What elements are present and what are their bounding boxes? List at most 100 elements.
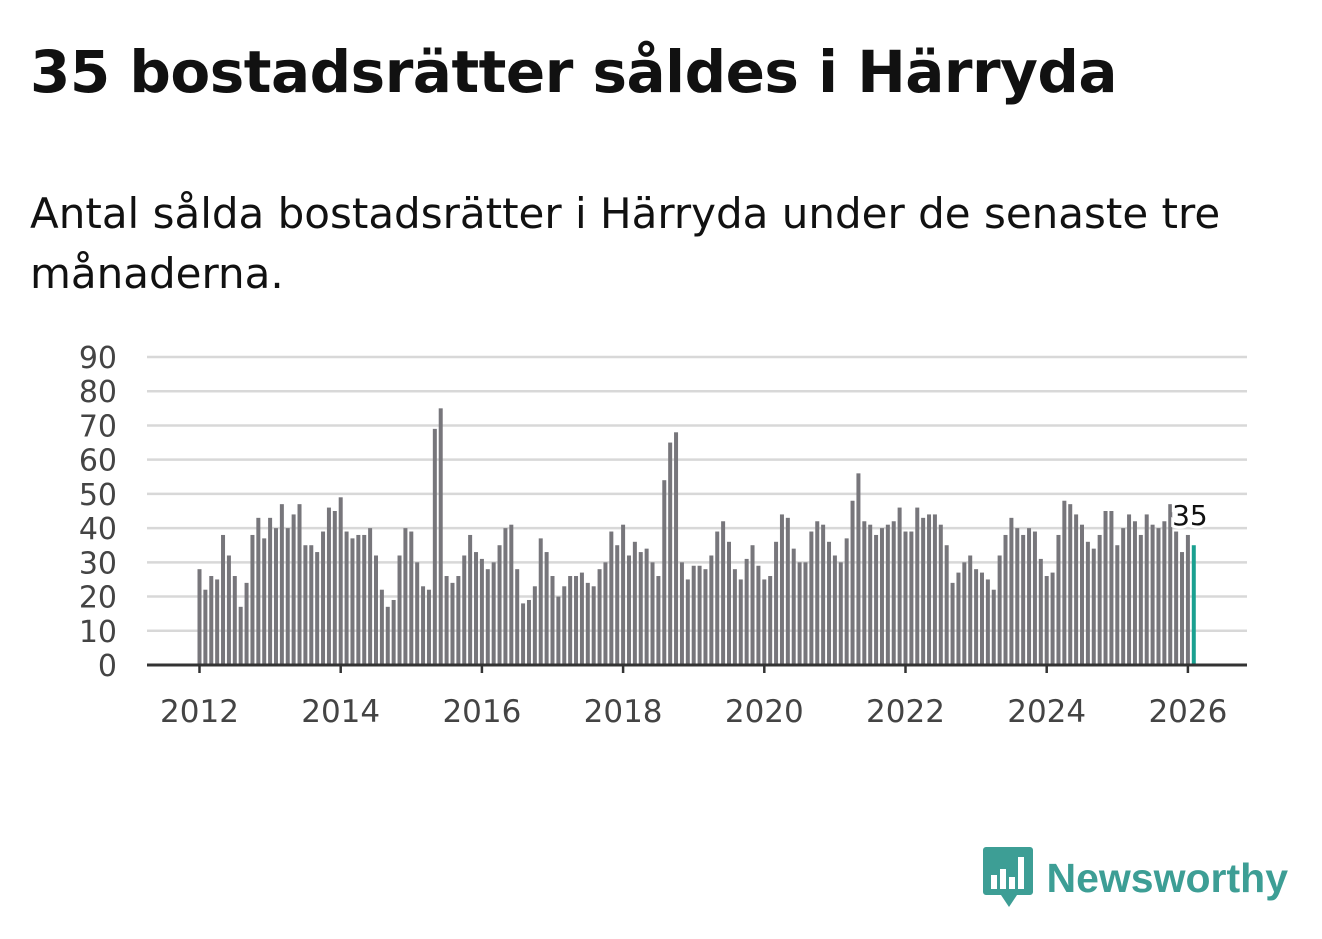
bar	[603, 562, 608, 665]
bar	[1103, 511, 1108, 665]
bar	[521, 603, 526, 665]
bar	[362, 534, 367, 665]
bar	[338, 497, 343, 665]
bar	[856, 473, 861, 665]
bar	[709, 555, 714, 665]
bar	[821, 524, 826, 665]
bar	[797, 562, 802, 665]
bar	[444, 576, 449, 665]
bar	[609, 531, 614, 665]
y-tick-label: 50	[79, 478, 117, 513]
bar	[1150, 524, 1155, 665]
bar	[685, 579, 690, 665]
bar	[779, 514, 784, 665]
bar	[1021, 534, 1026, 665]
bar	[291, 514, 296, 665]
bar	[403, 528, 408, 665]
bar	[885, 524, 890, 665]
bar	[538, 538, 543, 665]
bar	[950, 582, 955, 665]
bar	[674, 432, 679, 665]
bar	[262, 538, 267, 665]
bar	[1056, 534, 1061, 665]
bar	[874, 534, 879, 665]
bar	[1044, 576, 1049, 665]
bar	[415, 562, 420, 665]
bar	[515, 569, 520, 665]
bar	[574, 576, 579, 665]
bar	[691, 565, 696, 665]
bar	[597, 569, 602, 665]
bar	[1032, 531, 1037, 665]
bar	[879, 528, 884, 665]
bar	[909, 531, 914, 665]
bar	[979, 572, 984, 665]
bar	[897, 507, 902, 665]
bar	[432, 428, 437, 665]
bar	[273, 528, 278, 665]
bar	[862, 521, 867, 665]
bar	[679, 562, 684, 665]
bar	[268, 517, 273, 665]
bar	[750, 545, 755, 665]
bar	[1097, 534, 1102, 665]
brand-logo: Newsworthy	[982, 846, 1289, 910]
bar	[1127, 514, 1132, 665]
bar	[962, 562, 967, 665]
bar	[1074, 514, 1079, 665]
x-tick-label: 2020	[725, 694, 804, 730]
bar	[809, 531, 814, 665]
bar	[309, 545, 314, 665]
bar	[315, 552, 320, 665]
bar	[850, 500, 855, 665]
x-axis: 2012 2014 2016 2018 2020 2022 2024 2026	[160, 665, 1227, 730]
x-tick-label: 2026	[1148, 694, 1227, 730]
bar	[497, 545, 502, 665]
bar	[803, 562, 808, 665]
bar	[568, 576, 573, 665]
bar	[221, 534, 226, 665]
bar	[544, 552, 549, 665]
bar	[997, 555, 1002, 665]
bar	[350, 538, 355, 665]
bar	[462, 555, 467, 665]
bar	[715, 531, 720, 665]
bar	[744, 558, 749, 665]
bar	[891, 521, 896, 665]
bar	[285, 528, 290, 665]
bar	[373, 555, 379, 665]
bar	[391, 599, 396, 665]
bar	[1038, 558, 1043, 665]
bar	[1009, 517, 1014, 665]
bar	[532, 586, 537, 665]
bar	[591, 586, 596, 665]
bar	[232, 576, 237, 665]
chart-subtitle: Antal sålda bostadsrätter i Härryda unde…	[30, 189, 1221, 298]
bar	[615, 545, 620, 665]
bar	[726, 541, 732, 665]
bar	[974, 569, 979, 665]
bar	[562, 586, 567, 665]
bar-highlight	[1191, 545, 1196, 665]
bar	[479, 558, 484, 665]
annotation: 35	[1169, 496, 1211, 535]
bar	[1015, 528, 1020, 665]
x-tick-label: 2016	[442, 694, 521, 730]
bar	[409, 531, 414, 665]
bar	[650, 562, 655, 665]
bar	[938, 524, 943, 665]
bar	[503, 528, 508, 665]
bar	[297, 504, 302, 665]
bar	[1085, 541, 1090, 665]
bar	[827, 541, 832, 665]
brand-name: Newsworthy	[1046, 854, 1289, 901]
bar	[703, 569, 708, 665]
bar	[1144, 514, 1149, 665]
x-tick-label: 2014	[301, 694, 380, 730]
bar	[421, 586, 426, 665]
bar	[632, 541, 637, 665]
bar	[932, 514, 937, 665]
bar	[385, 606, 390, 665]
